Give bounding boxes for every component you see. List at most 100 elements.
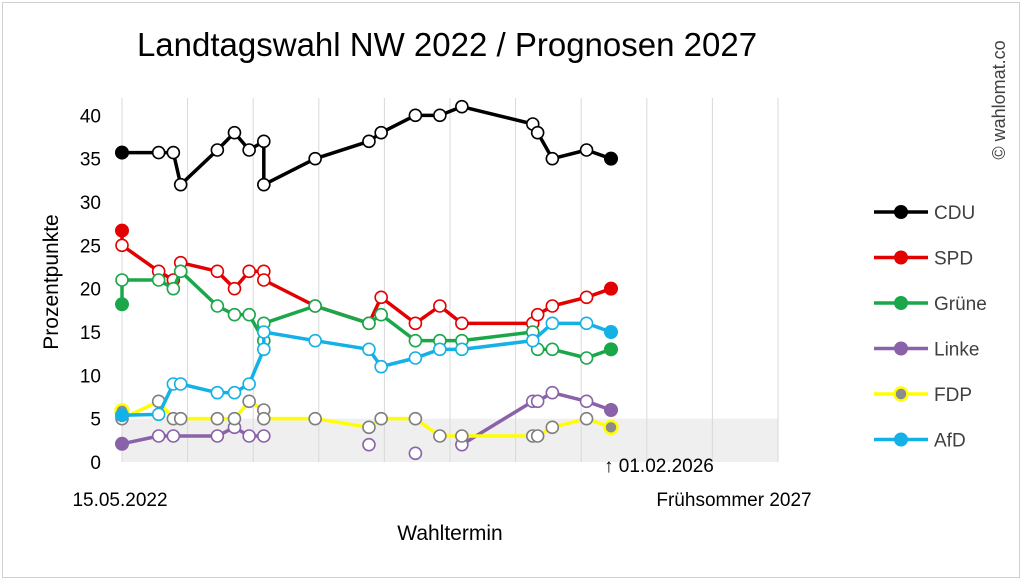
date-annotation: ↑ 01.02.2026 xyxy=(604,456,714,477)
poll-point xyxy=(455,99,469,114)
legend-label: SPD xyxy=(934,249,973,270)
poll-point xyxy=(166,145,181,160)
poll-point xyxy=(433,342,447,357)
poll-point xyxy=(257,325,271,339)
poll-point xyxy=(433,108,447,123)
poll-point xyxy=(151,273,166,287)
poll-point xyxy=(408,446,423,461)
poll-point xyxy=(151,429,166,443)
poll-point xyxy=(166,281,181,296)
poll-point xyxy=(362,342,376,357)
poll-point xyxy=(115,273,129,287)
poll-point xyxy=(579,290,594,305)
poll-point xyxy=(210,264,225,279)
poll-point xyxy=(257,429,271,443)
poll-point xyxy=(579,411,594,426)
legend-item-linke: Linke xyxy=(874,340,979,361)
legend-item-afd: AfD xyxy=(874,431,966,452)
legend-label: CDU xyxy=(934,203,975,224)
poll-point xyxy=(455,342,469,357)
poll-point xyxy=(433,299,447,313)
poll-point xyxy=(166,429,181,443)
poll-point xyxy=(227,281,242,296)
y-tick-label: 35 xyxy=(80,150,101,171)
poll-point xyxy=(210,429,225,443)
legend-label: Grüne xyxy=(934,294,987,315)
poll-point xyxy=(579,394,594,409)
y-tick-label: 10 xyxy=(80,366,101,387)
y-tick-label: 20 xyxy=(80,280,101,301)
poll-point xyxy=(374,307,388,322)
poll-point xyxy=(210,385,225,400)
poll-point xyxy=(257,411,271,426)
latest-poll-point xyxy=(604,281,618,296)
poll-point xyxy=(308,151,322,166)
y-tick-label: 25 xyxy=(80,236,101,257)
y-tick-label: 5 xyxy=(90,410,101,431)
series-linke xyxy=(115,385,618,461)
poll-point xyxy=(242,377,256,391)
poll-point xyxy=(579,351,594,365)
poll-point xyxy=(545,420,560,435)
poll-point xyxy=(227,385,242,400)
latest-poll-point xyxy=(603,419,619,436)
poll-point xyxy=(173,264,188,279)
series-grüne xyxy=(115,264,618,365)
poll-point xyxy=(151,407,166,422)
poll-point xyxy=(433,429,447,443)
legend-marker xyxy=(893,386,909,402)
legend-label: AfD xyxy=(934,431,966,452)
poll-point xyxy=(362,420,376,435)
poll-point xyxy=(308,299,322,313)
poll-point xyxy=(545,342,560,357)
y-tick-label: 15 xyxy=(80,323,101,344)
poll-point xyxy=(545,385,560,400)
election-result-point xyxy=(115,223,129,238)
election-result-point xyxy=(115,297,129,312)
poll-point xyxy=(362,316,376,331)
y-tick-label: 40 xyxy=(80,106,101,127)
y-tick-label: 30 xyxy=(80,193,101,214)
series-group xyxy=(114,99,619,461)
legend-item-grüne: Grüne xyxy=(874,294,987,315)
y-tick-label: 0 xyxy=(90,453,101,474)
election-result-point xyxy=(115,145,129,160)
legend-item-spd: SPD xyxy=(874,249,973,270)
poll-point xyxy=(227,411,242,426)
poll-point xyxy=(530,307,545,322)
series-cdu xyxy=(115,99,618,192)
poll-point xyxy=(173,177,188,192)
poll-point xyxy=(408,316,423,331)
poll-point xyxy=(227,307,242,322)
poll-point xyxy=(257,342,271,357)
poll-point xyxy=(579,316,594,331)
poll-point xyxy=(308,333,322,348)
poll-point xyxy=(242,143,256,157)
poll-point xyxy=(374,411,388,426)
latest-poll-point xyxy=(604,342,618,357)
legend-marker xyxy=(894,205,908,219)
legend-item-cdu: CDU xyxy=(874,203,975,224)
copyright-watermark: © wahlomat.co xyxy=(989,40,1009,159)
poll-point xyxy=(408,351,423,365)
poll-point xyxy=(530,125,545,140)
legend-marker xyxy=(894,341,908,356)
poll-point xyxy=(257,273,271,287)
poll-point xyxy=(242,307,256,322)
legend: CDU SPD Grüne Linke FDP AfD xyxy=(874,203,987,452)
election-result-point xyxy=(115,408,129,423)
legend-marker xyxy=(894,296,908,310)
poll-point xyxy=(545,316,560,331)
poll-point xyxy=(530,429,545,443)
x-start-label: 15.05.2022 xyxy=(72,490,167,511)
series-spd xyxy=(115,223,618,331)
election-result-point xyxy=(115,436,129,451)
poll-point xyxy=(408,411,423,426)
poll-point xyxy=(115,238,129,253)
legend-marker xyxy=(894,250,908,265)
poll-point xyxy=(579,143,594,157)
poll-point xyxy=(374,290,388,305)
poll-point xyxy=(210,411,225,426)
poll-point xyxy=(242,429,256,443)
